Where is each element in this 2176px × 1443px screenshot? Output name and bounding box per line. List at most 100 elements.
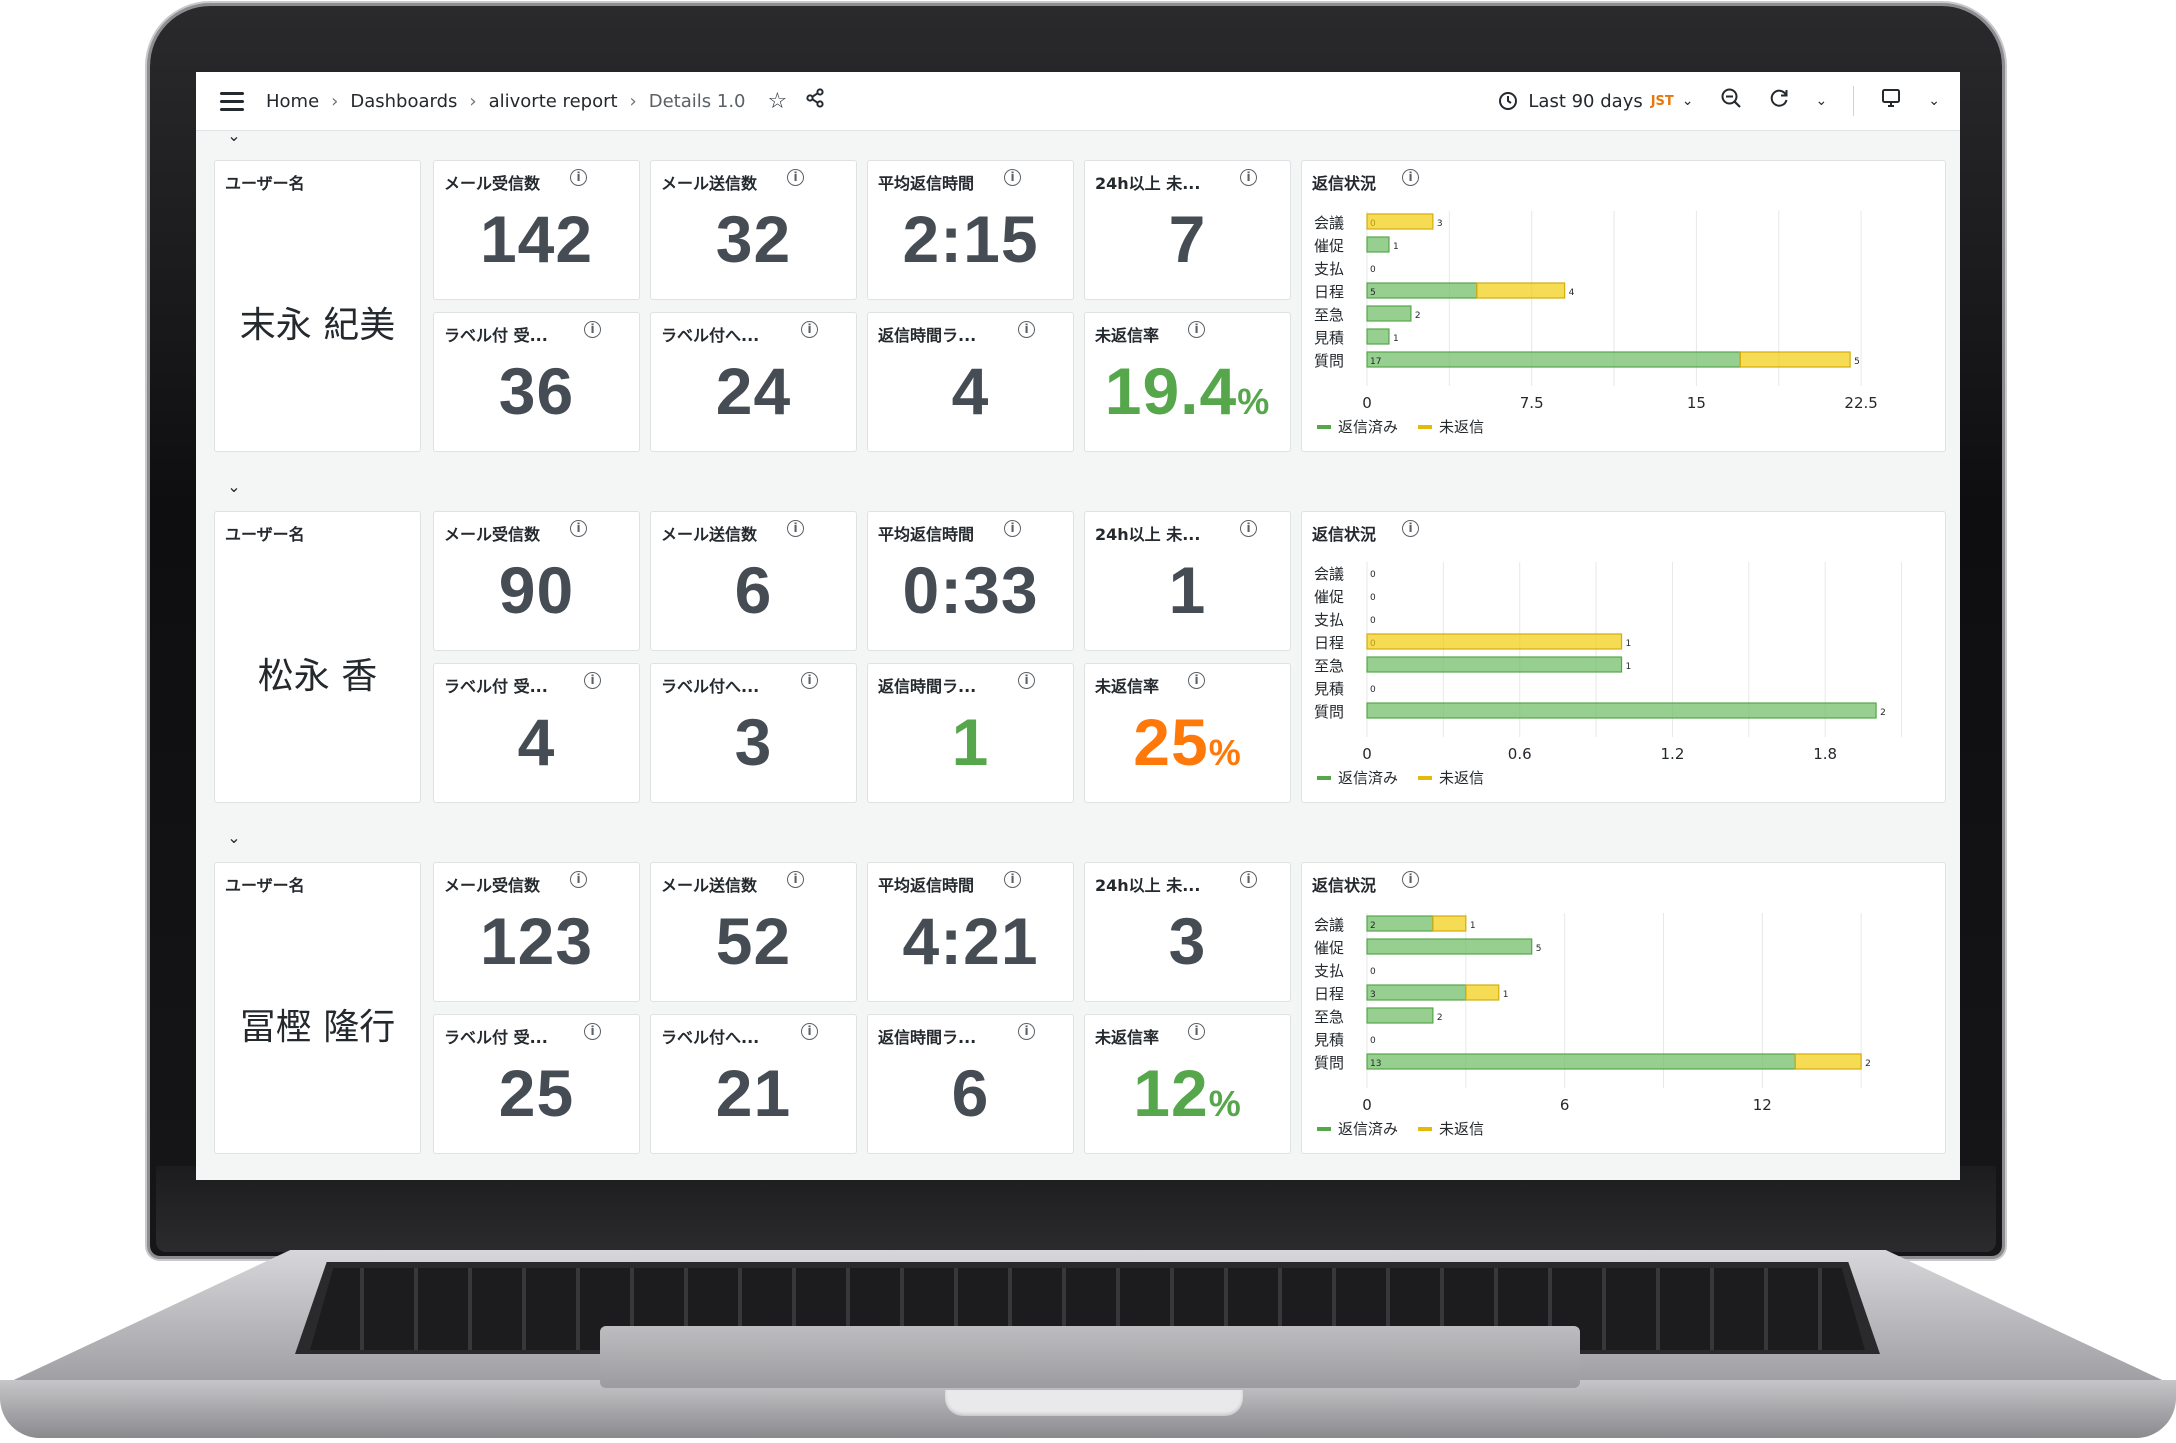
- bar-segment: [1366, 282, 1478, 299]
- reply-status-chart-panel: 返信状況 i 会議 2 1 催促 5 支払 0 日程 3 1 至急 2 見積 0 質問 13 2 0 6 12 返信済み 未…: [1301, 862, 1946, 1154]
- category-label: 質問: [1314, 703, 1344, 721]
- unreplied-rate-panel: 未返信率 i 12%: [1084, 1014, 1291, 1154]
- over-24h-unreplied-panel: 24h以上 未... i 3: [1084, 862, 1291, 1002]
- info-icon[interactable]: i: [570, 520, 587, 537]
- panel-title: ラベル付 受...: [444, 1028, 548, 1047]
- row-collapse-chevron-down-icon[interactable]: ⌄: [227, 126, 241, 145]
- row-collapse-chevron-down-icon[interactable]: ⌄: [227, 828, 241, 847]
- zoom-out-icon[interactable]: [1720, 87, 1742, 115]
- info-icon[interactable]: i: [787, 169, 804, 186]
- data-label: 3: [1370, 990, 1376, 1000]
- info-icon[interactable]: i: [584, 1023, 601, 1040]
- panel-title: ユーザー名: [225, 174, 305, 193]
- time-range-picker[interactable]: Last 90 days JST ⌄: [1498, 91, 1694, 112]
- breadcrumb-home[interactable]: Home: [266, 90, 320, 112]
- trackpad: [600, 1326, 1580, 1388]
- stat-value: 7: [1168, 202, 1207, 276]
- stat-value: 25%: [1085, 704, 1290, 780]
- rate-number: 19.4: [1104, 354, 1238, 428]
- info-icon[interactable]: i: [801, 672, 818, 689]
- clock-icon: [1499, 92, 1518, 110]
- stat-value: 2:15: [902, 202, 1039, 276]
- avg-reply-time-panel: 平均返信時間 i 4:21: [867, 862, 1074, 1002]
- tv-mode-icon[interactable]: [1880, 87, 1902, 115]
- rate-number: 12: [1133, 1056, 1209, 1130]
- refresh-icon[interactable]: [1768, 87, 1790, 115]
- stat-value: 142: [479, 202, 594, 276]
- stat-value: 3: [1168, 904, 1207, 978]
- stat-value: 123: [479, 904, 594, 978]
- unreplied-rate-panel: 未返信率 i 25%: [1084, 663, 1291, 803]
- row-collapse-chevron-down-icon[interactable]: ⌄: [227, 477, 241, 496]
- data-label: 2: [1415, 311, 1421, 321]
- stat-value: 12%: [1085, 1055, 1290, 1131]
- bar-segment: [1366, 702, 1877, 719]
- info-icon[interactable]: i: [801, 1023, 818, 1040]
- info-icon[interactable]: i: [1188, 1023, 1205, 1040]
- data-label: 1: [1626, 639, 1632, 649]
- info-icon[interactable]: i: [1240, 169, 1257, 186]
- breadcrumb-dashboards[interactable]: Dashboards: [350, 90, 458, 112]
- info-icon[interactable]: i: [1188, 672, 1205, 689]
- x-tick-label: 1.8: [1813, 745, 1837, 763]
- data-label: 2: [1880, 708, 1886, 718]
- stat-value: 36: [498, 354, 575, 428]
- info-icon[interactable]: i: [1240, 520, 1257, 537]
- data-label: 1: [1470, 921, 1476, 931]
- data-label: 13: [1370, 1059, 1381, 1069]
- breadcrumb-current: Details 1.0: [648, 90, 746, 112]
- refresh-interval-dropdown-icon[interactable]: ⌄: [1815, 93, 1828, 109]
- info-icon[interactable]: i: [1004, 520, 1021, 537]
- star-icon[interactable]: ☆: [767, 88, 788, 114]
- category-label: 支払: [1314, 611, 1344, 629]
- user-name: 冨樫 隆行: [239, 1007, 396, 1048]
- info-icon[interactable]: i: [1402, 520, 1419, 537]
- panel-title: メール送信数: [661, 876, 758, 895]
- category-label: 至急: [1314, 306, 1344, 324]
- info-icon[interactable]: i: [570, 169, 587, 186]
- info-icon[interactable]: i: [1004, 871, 1021, 888]
- stat-value: 32: [715, 202, 792, 276]
- info-icon[interactable]: i: [1018, 321, 1035, 338]
- info-icon[interactable]: i: [1188, 321, 1205, 338]
- info-icon[interactable]: i: [1240, 871, 1257, 888]
- info-icon[interactable]: i: [584, 672, 601, 689]
- panel-title: ラベル付 受...: [444, 677, 548, 696]
- info-icon[interactable]: i: [1018, 1023, 1035, 1040]
- data-label: 4: [1569, 288, 1575, 298]
- info-icon[interactable]: i: [1402, 169, 1419, 186]
- panel-title: メール受信数: [444, 876, 541, 895]
- data-label: 0: [1370, 967, 1376, 977]
- info-icon[interactable]: i: [1402, 871, 1419, 888]
- info-icon[interactable]: i: [1018, 672, 1035, 689]
- hamburger-icon[interactable]: [220, 91, 244, 111]
- breadcrumb-separator-icon: ›: [629, 90, 637, 112]
- data-label: 0: [1370, 1036, 1376, 1046]
- data-label: 5: [1370, 288, 1376, 298]
- data-label: 0: [1370, 685, 1376, 695]
- legend-label-replied: 返信済み: [1338, 769, 1398, 787]
- view-mode-dropdown-icon[interactable]: ⌄: [1928, 93, 1940, 109]
- info-icon[interactable]: i: [1004, 169, 1021, 186]
- chevron-down-icon: ⌄: [1681, 93, 1694, 109]
- panel-title: 未返信率: [1095, 677, 1160, 696]
- panel-title: ユーザー名: [225, 525, 305, 544]
- breadcrumb: Home › Dashboards › alivorte report › De…: [266, 91, 746, 112]
- info-icon[interactable]: i: [570, 871, 587, 888]
- panel-title: 返信時間ラ...: [878, 677, 977, 696]
- info-icon[interactable]: i: [787, 871, 804, 888]
- bar-segment: [1366, 938, 1533, 955]
- x-tick-label: 12: [1753, 1096, 1772, 1114]
- user-name-panel: ユーザー名 冨樫 隆行: [214, 862, 421, 1154]
- bar-segment: [1794, 1053, 1862, 1070]
- info-icon[interactable]: i: [801, 321, 818, 338]
- rate-unit: %: [1208, 1083, 1242, 1124]
- info-icon[interactable]: i: [584, 321, 601, 338]
- share-icon[interactable]: [805, 88, 825, 114]
- data-label: 0: [1370, 265, 1376, 275]
- info-icon[interactable]: i: [787, 520, 804, 537]
- legend-label-replied: 返信済み: [1338, 1120, 1398, 1138]
- breadcrumb-folder[interactable]: alivorte report: [488, 90, 618, 112]
- stat-value: 0:33: [902, 553, 1039, 627]
